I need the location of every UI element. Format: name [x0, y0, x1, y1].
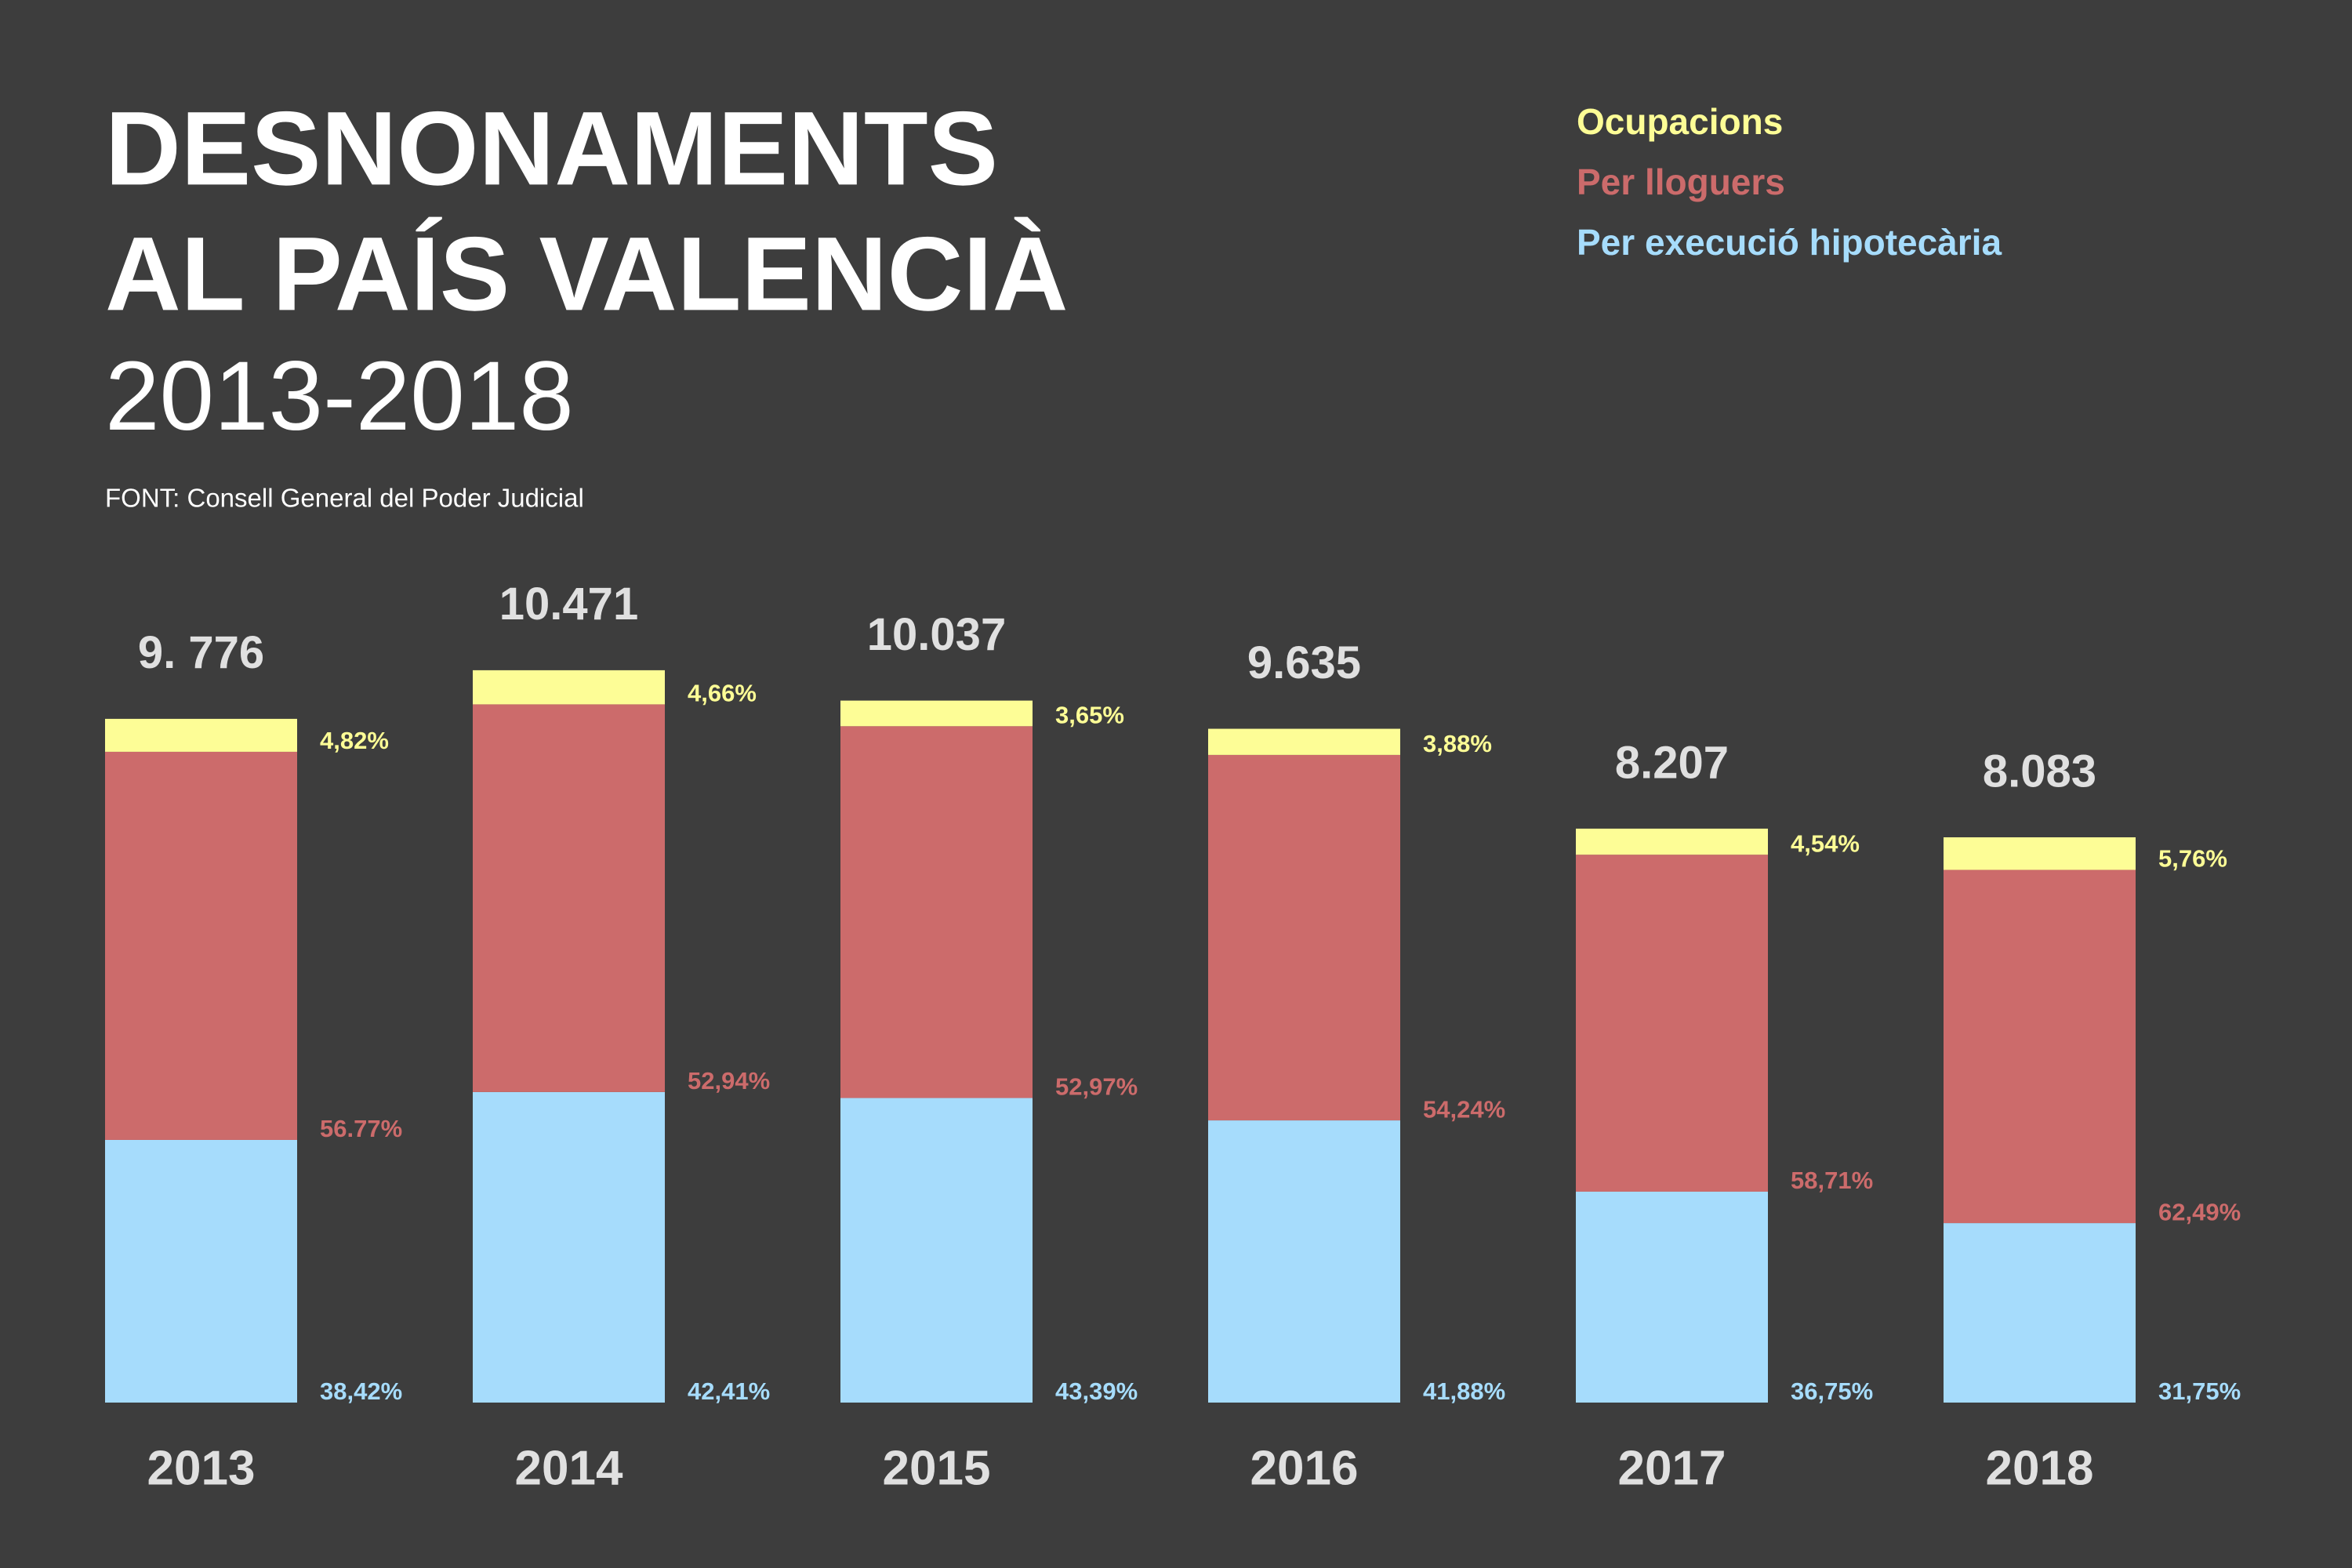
- bar-segment: [840, 726, 1033, 1098]
- chart-subtitle: 2013-2018: [105, 342, 574, 451]
- bar-segment: [1944, 869, 2136, 1224]
- total-label: 10.471: [499, 579, 638, 630]
- bar-segment: [840, 1098, 1033, 1403]
- total-label: 8.207: [1615, 737, 1729, 788]
- data-label: 31,75%: [2158, 1377, 2241, 1405]
- data-label: 3,88%: [1423, 730, 1492, 757]
- data-label: 43,39%: [1055, 1377, 1138, 1405]
- total-label: 9.635: [1247, 637, 1361, 688]
- bar-segment: [105, 751, 297, 1140]
- data-label: 4,66%: [688, 680, 757, 707]
- data-label: 41,88%: [1423, 1377, 1505, 1405]
- x-tick-label: 2016: [1250, 1441, 1359, 1495]
- bar-segment: [473, 1091, 665, 1403]
- data-label: 4,82%: [320, 727, 389, 754]
- x-tick-label: 2018: [1986, 1441, 2094, 1495]
- data-label: 52,94%: [688, 1067, 770, 1094]
- data-label: 36,75%: [1791, 1377, 1873, 1405]
- data-label: 54,24%: [1423, 1095, 1505, 1123]
- bar-segment: [1576, 1191, 1768, 1403]
- bar-segment: [1208, 1120, 1400, 1403]
- bar-segment: [840, 700, 1033, 727]
- data-label: 4,54%: [1791, 829, 1860, 857]
- data-label: 38,42%: [320, 1377, 402, 1405]
- x-tick-label: 2017: [1618, 1441, 1726, 1495]
- data-label: 3,65%: [1055, 701, 1124, 728]
- data-label: 58,71%: [1791, 1167, 1873, 1194]
- data-label: 42,41%: [688, 1377, 770, 1405]
- legend-label: Per lloguers: [1577, 162, 1785, 202]
- bar-segment: [1208, 728, 1400, 755]
- total-label: 8.083: [1983, 746, 2096, 797]
- bar-segment: [473, 670, 665, 705]
- chart-title: AL PAÍS VALENCIÀ: [105, 216, 1068, 332]
- chart-title: DESNONAMENTS: [105, 90, 998, 207]
- data-label: 56.77%: [320, 1115, 402, 1142]
- bar-segment: [473, 704, 665, 1092]
- bar-segment: [1208, 754, 1400, 1121]
- legend-label: Per execució hipotecària: [1577, 222, 2002, 263]
- bar-segment: [105, 1139, 297, 1403]
- data-label: 62,49%: [2158, 1198, 2241, 1225]
- legend-label: Ocupacions: [1577, 101, 1783, 142]
- data-label: 5,76%: [2158, 845, 2227, 873]
- bar-segment: [105, 718, 297, 752]
- data-label: 52,97%: [1055, 1073, 1138, 1101]
- total-label: 9. 776: [138, 627, 264, 678]
- x-tick-label: 2013: [147, 1441, 256, 1495]
- total-label: 10.037: [867, 609, 1006, 660]
- bar-segment: [1576, 828, 1768, 855]
- bar-segment: [1944, 1223, 2136, 1403]
- x-tick-label: 2014: [515, 1441, 623, 1495]
- bar-segment: [1576, 855, 1768, 1192]
- bar-segment: [1944, 837, 2136, 870]
- source: FONT: Consell General del Poder Judicial: [105, 484, 584, 513]
- x-tick-label: 2015: [883, 1441, 991, 1495]
